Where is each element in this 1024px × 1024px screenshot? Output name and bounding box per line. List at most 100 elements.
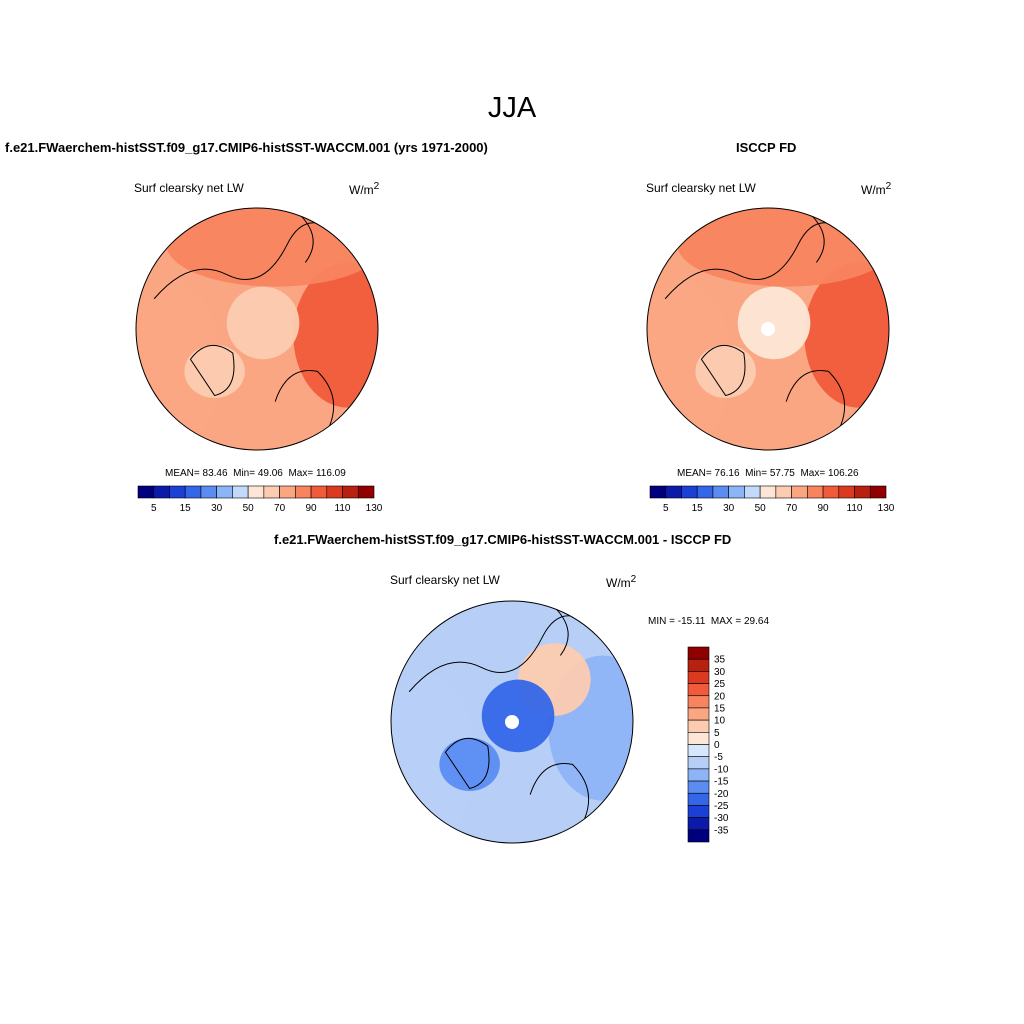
panel-diff-variable: Surf clearsky net LW: [390, 573, 500, 587]
field-greenland: [439, 737, 500, 791]
colorbar-box: [169, 485, 186, 499]
colorbar-box: [279, 485, 296, 499]
colorbar-tick-label: -10: [714, 764, 729, 775]
colorbar-tick-label: 20: [714, 691, 726, 702]
field-central-arctic: [481, 679, 555, 753]
colorbar-box: [687, 744, 710, 757]
colorbar-box: [759, 485, 777, 499]
colorbar-box: [687, 756, 710, 770]
pole-missing: [505, 715, 519, 729]
colorbar-tick-label: 30: [723, 503, 735, 514]
colorbar-box: [263, 485, 280, 499]
coastline-3: [298, 213, 314, 263]
colorbar-box: [247, 485, 265, 499]
colorbar-tick-label: 70: [274, 503, 286, 514]
colorbar-box: [687, 671, 710, 684]
coastline-1: [700, 345, 746, 397]
colorbar-tick-label: 5: [151, 503, 157, 514]
field-central-arctic: [226, 286, 300, 360]
colorbar-box: [728, 485, 745, 499]
panel-obs-units: W/m2: [861, 181, 892, 197]
map-border: [390, 600, 634, 844]
colorbar-box: [342, 485, 359, 499]
colorbar-tick-label: 5: [714, 728, 720, 739]
colorbar-box: [326, 485, 343, 499]
colorbar-box: [687, 829, 710, 843]
panel-model-variable: Surf clearsky net LW: [134, 181, 244, 195]
colorbar-tick-label: 110: [335, 503, 351, 514]
coastline-2: [785, 370, 846, 426]
colorbar-box: [687, 817, 710, 831]
colorbar-tick-label: 30: [211, 503, 223, 514]
colorbar-box: [687, 683, 710, 697]
colorbar-box: [696, 485, 714, 499]
colorbar-tick-label: 15: [180, 503, 192, 514]
colorbar-tick-label: 110: [847, 503, 863, 514]
coastline-3: [809, 213, 825, 263]
colorbar-box: [869, 485, 887, 499]
coastline-2: [529, 763, 590, 819]
colorbar-box: [854, 485, 871, 499]
map-model: [136, 208, 378, 450]
field-central-arctic: [737, 286, 811, 360]
colorbar-box: [775, 485, 792, 499]
colorbar-box: [295, 485, 312, 499]
colorbar-tick-label: 50: [243, 503, 255, 514]
colorbar-box: [687, 695, 710, 709]
colorbar-box: [184, 485, 202, 499]
colorbar-box: [687, 768, 710, 782]
colorbar-tick-label: 130: [878, 503, 895, 514]
colorbar-box: [744, 485, 761, 499]
colorbar-box: [838, 485, 855, 499]
colorbar-tick-label: -20: [714, 789, 729, 800]
panel-model-stats: MEAN= 83.46 Min= 49.06 Max= 116.09: [165, 468, 346, 479]
colorbar-box: [687, 719, 710, 733]
colorbar-obs: 5 15 30 50 70 90 110 130: [649, 485, 895, 514]
colorbar-tick-label: 15: [714, 703, 726, 714]
panel-model-title: f.e21.FWaerchem-histSST.f09_g17.CMIP6-hi…: [5, 140, 488, 155]
colorbar-tick-label: 30: [714, 667, 726, 678]
colorbar-box: [687, 780, 710, 794]
colorbar-box: [357, 485, 375, 499]
pole-missing: [761, 322, 775, 336]
field-eurasia: [677, 208, 889, 287]
colorbar-box: [310, 485, 328, 499]
coastline-1: [189, 345, 235, 397]
colorbar-box: [687, 646, 710, 660]
colorbar-box: [791, 485, 808, 499]
colorbar-tick-label: -35: [714, 825, 729, 836]
colorbar-box: [822, 485, 840, 499]
panel-model-units: W/m2: [349, 181, 380, 197]
figure-title: JJA: [487, 92, 537, 124]
colorbar-model: 5 15 30 50 70 90 110 130: [137, 485, 383, 514]
colorbar-box: [649, 485, 667, 499]
field-greenland: [184, 344, 245, 398]
coastline-3: [553, 606, 569, 656]
map-obs: [647, 208, 889, 450]
colorbar-box: [687, 732, 710, 745]
field-eurasia: [166, 208, 378, 287]
colorbar-tick-label: 15: [692, 503, 704, 514]
colorbar-tick-label: 25: [714, 679, 726, 690]
colorbar-box: [216, 485, 233, 499]
colorbar-box: [687, 658, 710, 672]
colorbar-box: [712, 485, 729, 499]
colorbar-tick-label: -30: [714, 813, 729, 824]
colorbar-box: [665, 485, 682, 499]
colorbar-box: [200, 485, 217, 499]
colorbar-box: [232, 485, 249, 499]
colorbar-tick-label: 90: [818, 503, 830, 514]
panel-diff-stats: MIN = -15.11 MAX = 29.64: [648, 616, 770, 627]
panel-diff-title: f.e21.FWaerchem-histSST.f09_g17.CMIP6-hi…: [274, 532, 732, 547]
colorbar-box: [153, 485, 170, 499]
map-border: [646, 207, 890, 451]
map-border: [135, 207, 379, 451]
panel-diff-units: W/m2: [606, 574, 637, 590]
colorbar-tick-label: 130: [366, 503, 383, 514]
colorbar-box: [687, 792, 710, 806]
coastline-1: [444, 738, 490, 790]
colorbar-box: [687, 805, 710, 818]
colorbar-tick-label: 70: [786, 503, 798, 514]
